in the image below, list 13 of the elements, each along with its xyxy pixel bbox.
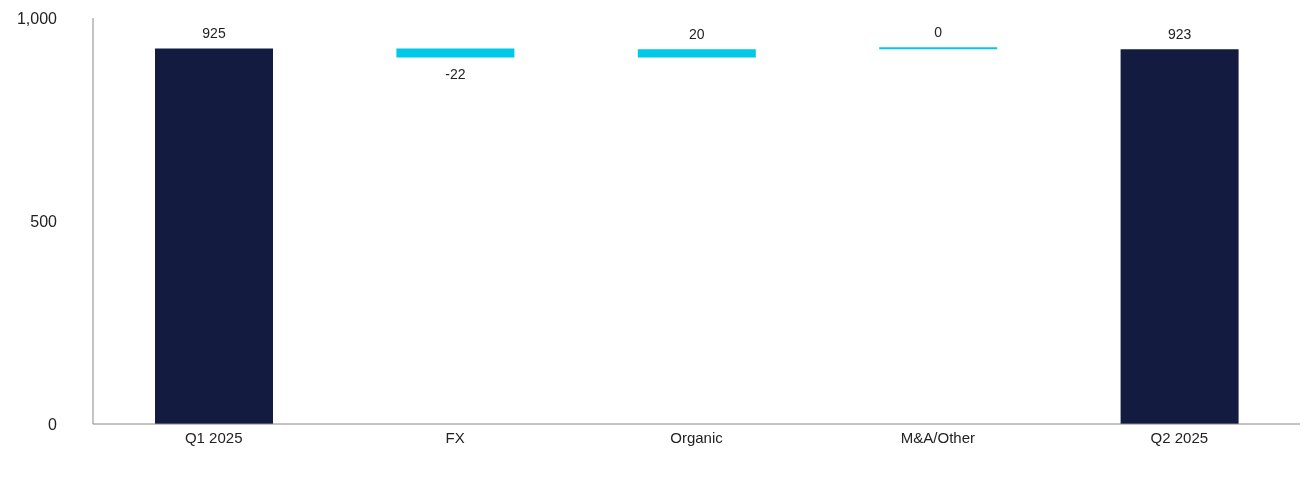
data-label: -22 <box>445 66 466 83</box>
x-tick-label: FX <box>445 428 465 446</box>
data-label: 20 <box>689 26 705 43</box>
x-tick-label: Q1 2025 <box>184 428 243 446</box>
data-label: 925 <box>202 25 226 42</box>
x-tick-label: M&A/Other <box>900 428 975 446</box>
x-tick-label: Organic <box>670 428 724 446</box>
data-label: 923 <box>1167 26 1192 43</box>
y-tick-label: 1,000 <box>16 9 58 27</box>
x-tick-label: Q2 2025 <box>1150 428 1209 446</box>
data-label: 0 <box>934 24 943 41</box>
y-tick-label: 500 <box>30 212 58 230</box>
y-tick-label: 0 <box>48 415 58 433</box>
